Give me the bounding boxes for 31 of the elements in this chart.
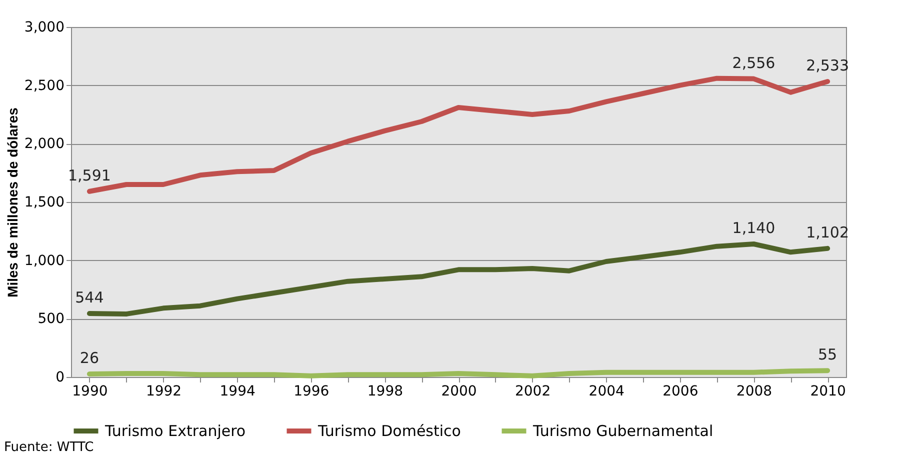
x-tick-label: 2004 (588, 384, 625, 400)
legend-label: Turismo Gubernamental (532, 422, 714, 440)
x-tick-label: 1990 (72, 384, 108, 400)
y-tick-label: 0 (56, 370, 64, 386)
x-tick-label: 1998 (367, 384, 404, 400)
x-tick-label: 1996 (294, 384, 330, 400)
y-tick-label: 3,000 (24, 20, 64, 36)
x-tick-label: 2006 (662, 384, 698, 400)
x-tick-label: 2002 (514, 384, 551, 400)
legend-label: Turismo Extranjero (104, 422, 246, 440)
data-label: 1,591 (68, 166, 111, 184)
y-tick-label: 2,500 (24, 78, 64, 94)
data-label: 55 (818, 346, 838, 364)
data-label: 1,140 (732, 219, 776, 237)
y-tick-label: 1,000 (24, 252, 64, 269)
y-tick-label: 2,000 (24, 136, 64, 152)
x-tick-label: 2000 (441, 384, 477, 400)
legend-label: Turismo Doméstico (317, 422, 461, 440)
source-note: Fuente: WTTC (4, 440, 94, 455)
y-tick-label: 1,500 (24, 194, 64, 210)
data-label: 2,556 (732, 54, 776, 72)
y-tick-label: 500 (38, 311, 64, 328)
y-axis-title: Miles de millones de dólares (4, 107, 20, 298)
data-label: 544 (75, 288, 104, 307)
x-tick-label: 2008 (736, 384, 772, 400)
x-tick-label: 2010 (810, 384, 846, 400)
data-label: 1,102 (806, 223, 850, 242)
x-tick-label: 1994 (220, 384, 256, 400)
data-label: 2,533 (806, 56, 850, 74)
x-tick-label: 1992 (146, 384, 182, 400)
data-label: 26 (80, 348, 99, 367)
